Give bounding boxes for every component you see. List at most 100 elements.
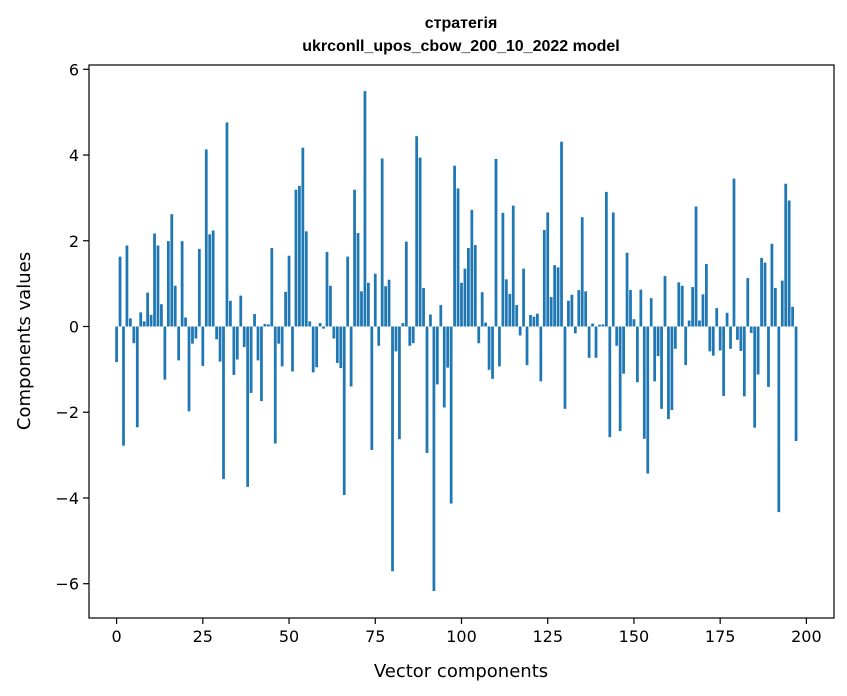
bar <box>280 326 284 367</box>
x-tick-label: 200 <box>791 627 822 646</box>
bar <box>329 285 332 327</box>
y-tick-label: −2 <box>55 403 79 422</box>
y-axis-label: Components values <box>14 252 35 430</box>
bar <box>322 326 325 329</box>
bar <box>446 326 450 368</box>
bar <box>460 282 463 327</box>
bar <box>732 178 736 327</box>
bar <box>242 326 246 348</box>
bar <box>456 188 460 327</box>
bar <box>629 290 632 327</box>
bar <box>270 248 274 327</box>
plot-frame <box>88 64 835 619</box>
bar <box>711 326 715 356</box>
bar <box>691 287 694 327</box>
bar <box>491 326 494 379</box>
bar <box>604 191 608 327</box>
bar <box>518 326 522 336</box>
bar <box>139 312 143 327</box>
bar <box>580 217 584 327</box>
bar <box>615 326 619 346</box>
bar <box>670 326 674 411</box>
bar <box>567 300 570 327</box>
bar <box>211 230 215 327</box>
x-tick-label: 175 <box>705 627 736 646</box>
bar <box>736 326 739 340</box>
bar <box>705 263 708 327</box>
bar <box>649 298 653 327</box>
bar <box>511 205 515 327</box>
bar <box>770 243 774 327</box>
bar <box>149 314 153 327</box>
bar <box>129 318 132 327</box>
y-tick-label: 4 <box>69 146 79 165</box>
bar <box>266 324 270 327</box>
bar <box>646 326 650 474</box>
bar <box>277 326 281 344</box>
x-tick-label: 150 <box>619 627 650 646</box>
bar <box>473 245 477 327</box>
bar <box>746 278 750 327</box>
bar <box>301 147 305 327</box>
bar <box>525 326 529 366</box>
bar <box>501 212 505 327</box>
y-tick-label: 2 <box>69 232 79 251</box>
bar <box>253 314 256 327</box>
y-axis-ticks: −6 −4 −2 0 2 4 6 <box>55 60 89 594</box>
bar <box>549 296 553 327</box>
bar <box>708 326 712 352</box>
bar <box>380 158 384 327</box>
bar <box>480 292 484 327</box>
bar <box>325 251 329 327</box>
bar <box>273 326 277 444</box>
chart-title: стратегія <box>425 15 498 32</box>
bar <box>256 326 260 361</box>
bar <box>308 321 312 327</box>
bar <box>170 214 174 327</box>
bar <box>401 323 405 327</box>
bar <box>235 326 239 360</box>
bar <box>611 212 615 327</box>
bar <box>663 275 667 327</box>
bar <box>360 291 363 327</box>
bar <box>156 245 160 327</box>
x-tick-label: 125 <box>532 627 563 646</box>
bar <box>573 326 577 334</box>
bar <box>118 256 122 327</box>
bar <box>191 326 194 344</box>
bar <box>780 280 784 327</box>
bar <box>429 314 432 327</box>
bar <box>287 255 291 327</box>
bar <box>225 122 229 327</box>
bar <box>367 282 370 327</box>
bar <box>667 326 670 420</box>
bar <box>632 319 636 327</box>
bar <box>529 314 532 327</box>
bar <box>215 326 218 340</box>
bar <box>729 326 732 349</box>
bar <box>153 233 156 327</box>
bar <box>577 290 581 327</box>
bar <box>408 326 412 346</box>
bar <box>639 289 643 327</box>
bar <box>463 268 467 327</box>
bar <box>739 326 743 351</box>
bar <box>477 326 481 344</box>
bar <box>246 326 250 487</box>
bar <box>791 306 794 327</box>
y-tick-label: 0 <box>69 317 79 336</box>
bar <box>722 326 726 396</box>
bar <box>346 256 350 327</box>
bar <box>556 267 560 327</box>
bar <box>715 308 719 327</box>
bar <box>546 212 550 327</box>
bar <box>384 286 387 327</box>
bar <box>349 326 353 387</box>
bar <box>432 326 436 591</box>
bar <box>570 294 574 327</box>
bar <box>249 326 253 393</box>
bar <box>532 316 536 327</box>
bar <box>539 326 543 382</box>
x-tick-label: 100 <box>446 627 477 646</box>
bar <box>222 326 225 480</box>
